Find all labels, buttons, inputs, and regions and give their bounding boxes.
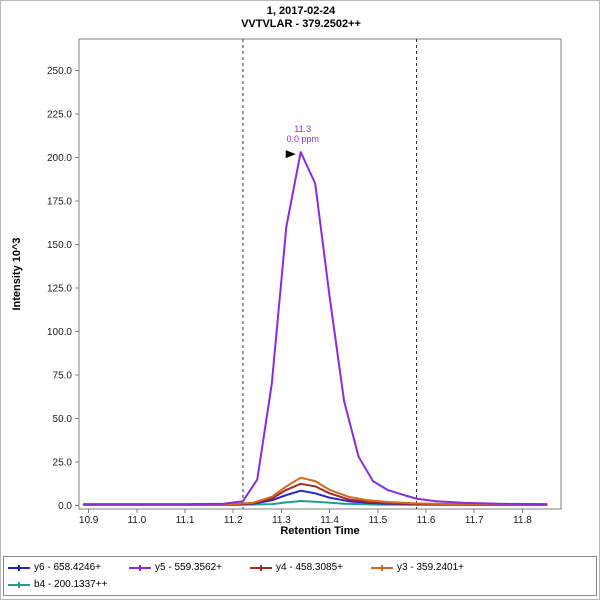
- svg-text:11.0: 11.0: [127, 515, 146, 526]
- legend-item-y6: y6 - 658.4246+: [8, 562, 129, 573]
- svg-text:11.1: 11.1: [176, 515, 195, 526]
- chart-title: 1, 2017-02-24: [266, 5, 336, 17]
- legend-row: b4 - 200.1337++: [8, 576, 592, 593]
- legend-row: y6 - 658.4246+ y5 - 559.3562+ y4 - 458.3…: [8, 559, 592, 576]
- svg-text:25.0: 25.0: [53, 458, 73, 469]
- svg-text:10.9: 10.9: [79, 515, 99, 526]
- legend-line-swatch-y6: [8, 564, 30, 571]
- svg-text:50.0: 50.0: [53, 414, 73, 425]
- legend-label: y6 - 658.4246+: [34, 562, 101, 573]
- svg-text:100.0: 100.0: [47, 327, 72, 338]
- svg-text:11.7: 11.7: [465, 515, 484, 526]
- legend-label: y3 - 359.2401+: [397, 562, 464, 573]
- svg-text:200.0: 200.0: [47, 153, 72, 164]
- svg-text:11.3: 11.3: [294, 124, 311, 134]
- chart-subtitle: VVTVLAR - 379.2502++: [241, 18, 361, 30]
- legend-item-y3: y3 - 359.2401+: [371, 562, 492, 573]
- legend-line-swatch-y5: [129, 564, 151, 571]
- legend-line-swatch-y3: [371, 564, 393, 571]
- svg-text:11.5: 11.5: [368, 515, 387, 526]
- y-axis-label: Intensity 10^3: [11, 237, 23, 311]
- legend-line-swatch-b4: [8, 581, 30, 588]
- svg-text:150.0: 150.0: [47, 240, 72, 251]
- svg-text:11.4: 11.4: [320, 515, 339, 526]
- svg-text:250.0: 250.0: [47, 66, 72, 77]
- plot-area[interactable]: 0.0 25.0 50.0 75.0 100.0 125.0 150.0 175.0 200.0…: [1, 1, 600, 556]
- legend-label: y5 - 559.3562+: [155, 562, 222, 573]
- svg-text:11.2: 11.2: [224, 515, 243, 526]
- legend-label: y4 - 458.3085+: [276, 562, 343, 573]
- svg-text:175.0: 175.0: [47, 196, 72, 207]
- legend-item-y5: y5 - 559.3562+: [129, 562, 250, 573]
- svg-text:225.0: 225.0: [47, 109, 72, 120]
- legend: y6 - 658.4246+ y5 - 559.3562+ y4 - 458.3…: [3, 556, 597, 596]
- svg-text:11.3: 11.3: [272, 515, 291, 526]
- svg-text:11.8: 11.8: [513, 515, 532, 526]
- svg-text:11.6: 11.6: [417, 515, 436, 526]
- svg-text:0.0 ppm: 0.0 ppm: [286, 134, 319, 144]
- x-axis-label: Retention Time: [280, 525, 360, 537]
- svg-text:125.0: 125.0: [47, 283, 72, 294]
- legend-line-swatch-y4: [250, 564, 272, 571]
- legend-label: b4 - 200.1337++: [34, 579, 108, 590]
- svg-text:75.0: 75.0: [53, 370, 73, 381]
- legend-item-b4: b4 - 200.1337++: [8, 579, 129, 590]
- legend-item-y4: y4 - 458.3085+: [250, 562, 371, 573]
- svg-text:0.0: 0.0: [58, 501, 72, 512]
